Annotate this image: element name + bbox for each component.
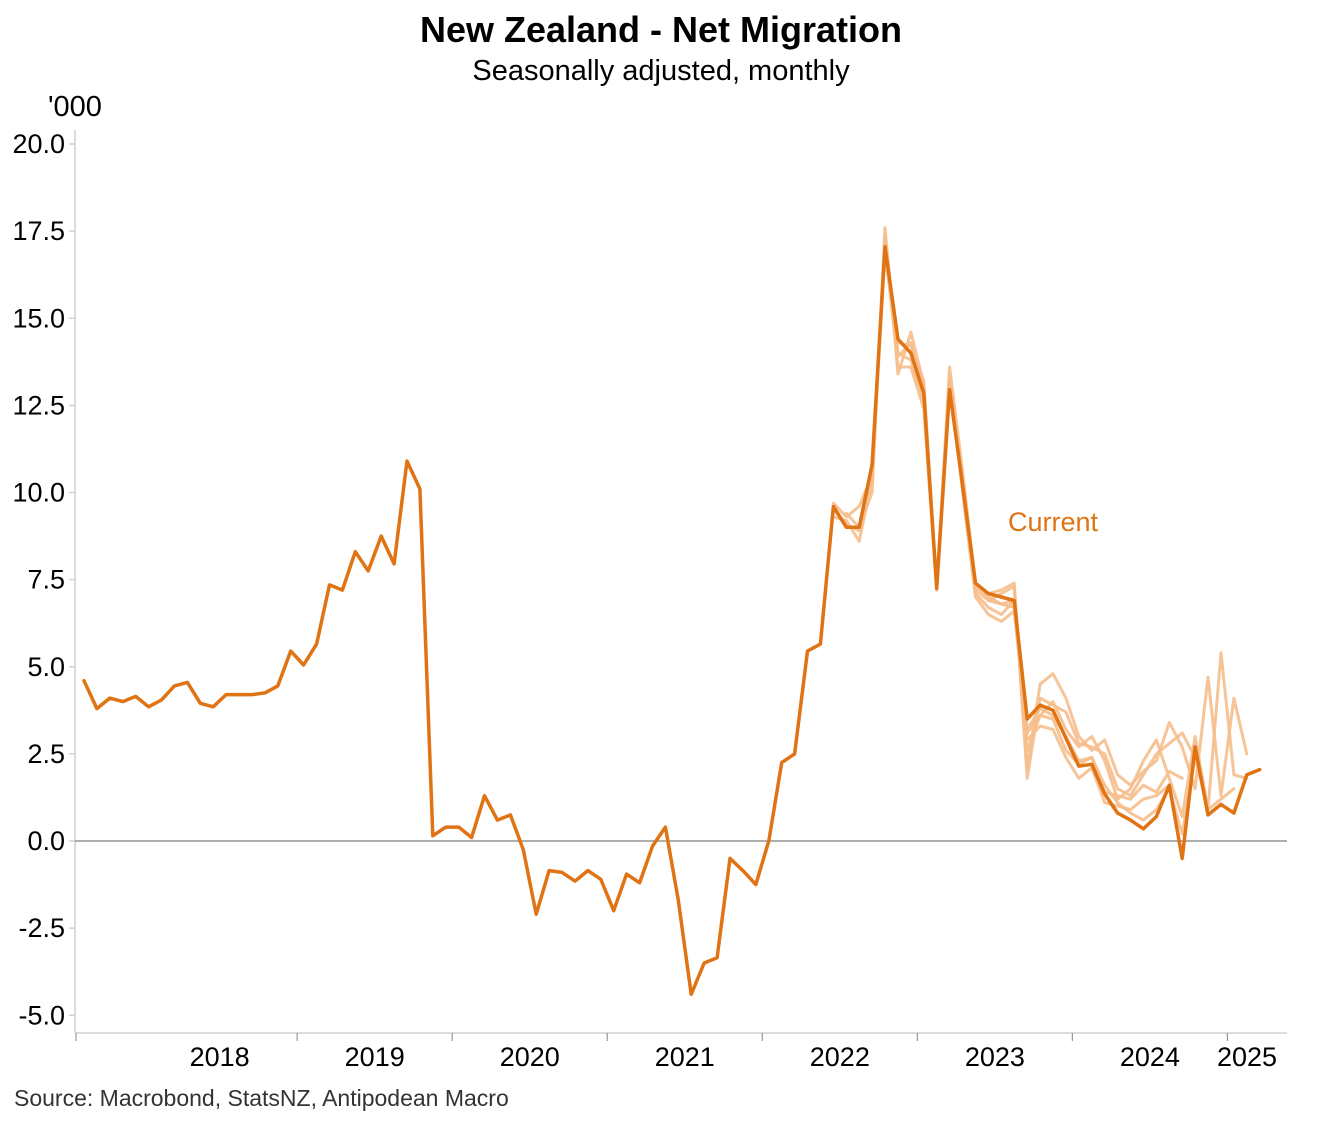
y-tick-label: 15.0: [12, 303, 65, 333]
revision-vintage-line: [844, 226, 1249, 798]
chart-title: New Zealand - Net Migration: [420, 9, 902, 50]
x-tick-label: 2019: [345, 1042, 405, 1072]
revision-vintage-line: [831, 233, 1171, 812]
y-tick-label: 12.5: [12, 390, 65, 420]
revision-vintage-line: [986, 599, 1236, 836]
y-tick-label: 17.5: [12, 216, 65, 246]
y-axis-unit: '000: [48, 91, 102, 123]
y-tick-label: -5.0: [18, 1000, 65, 1030]
current-series: [82, 245, 1262, 997]
source-note: Source: Macrobond, StatsNZ, Antipodean M…: [14, 1085, 509, 1111]
x-tick-label: 2018: [190, 1042, 250, 1072]
x-tick-label: 2024: [1120, 1042, 1180, 1072]
y-axis-ticks: 20.0 17.5 15.0 12.5 10.0 7.5 5.0 2.5 0.0 -2.5 -5.0: [12, 129, 75, 1030]
y-tick-label: 0.0: [27, 826, 65, 856]
x-axis-ticks: 2018 2019 2020 2021 2022 2023 2024 2025: [75, 1033, 1277, 1072]
x-tick-label: 2021: [655, 1042, 715, 1072]
y-tick-label: 7.5: [27, 565, 65, 595]
y-tick-label: 5.0: [27, 652, 65, 682]
x-tick-label: 2023: [965, 1042, 1025, 1072]
current-series-line: [82, 245, 1262, 997]
x-tick-label: 2025: [1217, 1042, 1277, 1072]
current-series-label: Current: [1008, 507, 1099, 537]
y-tick-label: 2.5: [27, 739, 65, 769]
y-tick-label: -2.5: [18, 913, 65, 943]
chart-subtitle: Seasonally adjusted, monthly: [472, 55, 850, 87]
x-tick-label: 2022: [810, 1042, 870, 1072]
y-tick-label: 10.0: [12, 478, 65, 508]
y-tick-label: 20.0: [12, 129, 65, 159]
x-tick-label: 2020: [500, 1042, 560, 1072]
